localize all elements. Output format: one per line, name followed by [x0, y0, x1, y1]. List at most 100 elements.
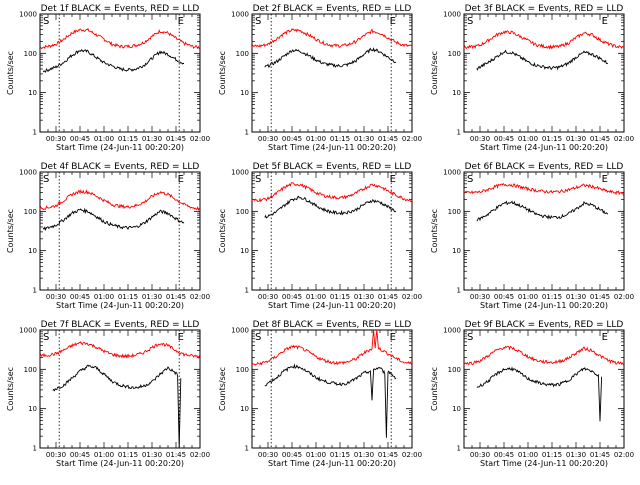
end-flag: E — [390, 16, 396, 27]
panel-det-2: Det 2f BLACK = Events, RED = LLD 1 10 100 10… — [218, 4, 422, 152]
panel-title: Det 7f BLACK = Events, RED = LLD — [41, 320, 200, 330]
lld-series-line — [463, 182, 625, 196]
y-tick-label: 1000 — [231, 327, 249, 335]
x-tick-label: 01:30 — [142, 135, 162, 143]
y-tick-label: 100 — [24, 208, 37, 216]
x-tick-label: 01:15 — [330, 135, 350, 143]
y-tick-label: 1 — [245, 287, 249, 295]
lld-series-line — [251, 181, 413, 203]
panel-title: Det 9f BLACK = Events, RED = LLD — [465, 320, 624, 330]
plot-frame — [39, 13, 201, 133]
x-axis-label: Start Time (24-Jun-11 00:20:20) — [268, 301, 396, 310]
x-tick-label: 00:45 — [282, 135, 302, 143]
x-tick-label: 00:30 — [258, 451, 278, 459]
panel-det-4: Det 4f BLACK = Events, RED = LLD 1 10 100 10… — [6, 162, 210, 310]
y-tick-label: 1000 — [19, 11, 37, 19]
start-flag: S — [467, 174, 473, 185]
x-axis-label: Start Time (24-Jun-11 00:20:20) — [480, 143, 608, 152]
y-tick-label: 1000 — [443, 327, 461, 335]
x-tick-label: 01:00 — [94, 293, 114, 301]
end-flag: E — [602, 332, 608, 343]
x-tick-label: 01:45 — [378, 451, 398, 459]
x-tick-label: 02:00 — [614, 135, 634, 143]
x-axis-label: Start Time (24-Jun-11 00:20:20) — [480, 459, 608, 468]
y-tick-label: 10 — [240, 405, 249, 413]
y-axis-label: Counts/sec — [218, 51, 227, 95]
y-tick-label: 1 — [33, 445, 37, 453]
end-flag: E — [178, 16, 184, 27]
x-tick-label: 01:15 — [330, 451, 350, 459]
x-tick-label: 01:30 — [354, 135, 374, 143]
start-flag: S — [43, 16, 49, 27]
x-tick-label: 00:45 — [494, 451, 514, 459]
x-tick-label: 01:45 — [166, 135, 186, 143]
x-tick-label: 00:45 — [494, 293, 514, 301]
y-tick-label: 10 — [452, 89, 461, 97]
x-tick-label: 01:45 — [166, 293, 186, 301]
x-tick-label: 01:15 — [118, 451, 138, 459]
y-tick-label: 10 — [240, 247, 249, 255]
y-tick-label: 1000 — [19, 327, 37, 335]
y-axis-label: Counts/sec — [430, 209, 439, 253]
x-tick-label: 02:00 — [190, 135, 210, 143]
x-tick-label: 00:45 — [70, 135, 90, 143]
x-tick-label: 01:30 — [142, 451, 162, 459]
x-tick-label: 00:30 — [46, 135, 66, 143]
y-tick-label: 100 — [448, 366, 461, 374]
end-flag: E — [178, 332, 184, 343]
x-tick-label: 00:30 — [470, 135, 490, 143]
y-axis-label: Counts/sec — [218, 367, 227, 411]
x-axis-label: Start Time (24-Jun-11 00:20:20) — [56, 143, 184, 152]
x-tick-label: 01:30 — [566, 135, 586, 143]
start-flag: S — [43, 332, 49, 343]
x-tick-label: 01:30 — [566, 451, 586, 459]
x-axis-label: Start Time (24-Jun-11 00:20:20) — [56, 301, 184, 310]
x-tick-label: 01:15 — [542, 135, 562, 143]
x-tick-label: 01:30 — [142, 293, 162, 301]
events-series-line — [52, 364, 182, 449]
plot-frame — [39, 329, 201, 449]
events-series-line — [264, 47, 397, 68]
x-tick-label: 01:00 — [306, 135, 326, 143]
start-flag: S — [255, 16, 261, 27]
y-tick-label: 10 — [452, 405, 461, 413]
start-flag: S — [255, 332, 261, 343]
lld-series-line — [39, 27, 201, 50]
end-flag: E — [390, 332, 396, 343]
y-tick-label: 10 — [240, 89, 249, 97]
x-tick-label: 01:00 — [518, 293, 538, 301]
x-tick-label: 02:00 — [190, 293, 210, 301]
y-tick-label: 1 — [457, 445, 461, 453]
panel-det-1: Det 1f BLACK = Events, RED = LLD 1 10 100 10… — [6, 4, 210, 152]
plot-frame — [463, 13, 625, 133]
y-axis-label: Counts/sec — [6, 209, 15, 253]
x-tick-label: 01:15 — [118, 135, 138, 143]
start-flag: S — [467, 332, 473, 343]
start-flag: S — [467, 16, 473, 27]
y-tick-label: 1000 — [443, 169, 461, 177]
y-tick-label: 100 — [448, 50, 461, 58]
y-tick-label: 1 — [457, 287, 461, 295]
y-tick-label: 1000 — [231, 169, 249, 177]
y-tick-label: 1 — [33, 129, 37, 137]
panel-det-7: Det 7f BLACK = Events, RED = LLD 1 10 100 10… — [6, 320, 210, 468]
y-axis-label: Counts/sec — [430, 367, 439, 411]
y-axis-label: Counts/sec — [6, 51, 15, 95]
x-tick-label: 00:45 — [70, 451, 90, 459]
y-tick-label: 100 — [24, 50, 37, 58]
x-axis-label: Start Time (24-Jun-11 00:20:20) — [56, 459, 184, 468]
start-flag: S — [43, 174, 49, 185]
events-series-line — [264, 195, 397, 219]
y-tick-label: 10 — [28, 89, 37, 97]
x-tick-label: 01:00 — [94, 451, 114, 459]
events-series-line — [476, 200, 609, 222]
lld-series-line — [251, 329, 413, 366]
x-tick-label: 02:00 — [402, 293, 422, 301]
end-flag: E — [390, 174, 396, 185]
start-flag: S — [255, 174, 261, 185]
x-axis-label: Start Time (24-Jun-11 00:20:20) — [268, 143, 396, 152]
y-tick-label: 1000 — [231, 11, 249, 19]
y-tick-label: 10 — [28, 405, 37, 413]
y-tick-label: 1 — [33, 287, 37, 295]
plot-frame — [251, 171, 413, 291]
